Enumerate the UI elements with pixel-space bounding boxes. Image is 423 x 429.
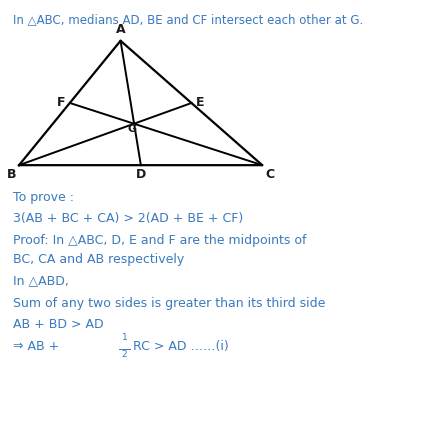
Text: B: B xyxy=(7,168,16,181)
Text: C: C xyxy=(265,168,275,181)
Text: BC, CA and AB respectively: BC, CA and AB respectively xyxy=(13,253,184,266)
Text: In △ABD,: In △ABD, xyxy=(13,275,69,287)
Text: G: G xyxy=(128,124,137,133)
Text: To prove :: To prove : xyxy=(13,191,74,204)
Text: D: D xyxy=(136,168,146,181)
Text: Sum of any two sides is greater than its third side: Sum of any two sides is greater than its… xyxy=(13,297,325,310)
Text: Proof: In △ABC, D, E and F are the midpoints of: Proof: In △ABC, D, E and F are the midpo… xyxy=(13,234,306,247)
Text: F: F xyxy=(57,96,66,109)
Text: E: E xyxy=(195,96,204,109)
Text: A: A xyxy=(116,24,125,36)
Text: In △ABC, medians AD, BE and CF intersect each other at G.: In △ABC, medians AD, BE and CF intersect… xyxy=(13,14,363,27)
Text: 3(AB + BC + CA) > 2(AD + BE + CF): 3(AB + BC + CA) > 2(AD + BE + CF) xyxy=(13,212,243,225)
Text: AB + BD > AD: AB + BD > AD xyxy=(13,318,103,331)
Text: RC > AD ……(i): RC > AD ……(i) xyxy=(134,340,229,353)
Text: 1: 1 xyxy=(122,333,127,342)
Text: ⇒ AB +: ⇒ AB + xyxy=(13,340,63,353)
Text: 2: 2 xyxy=(122,350,127,359)
